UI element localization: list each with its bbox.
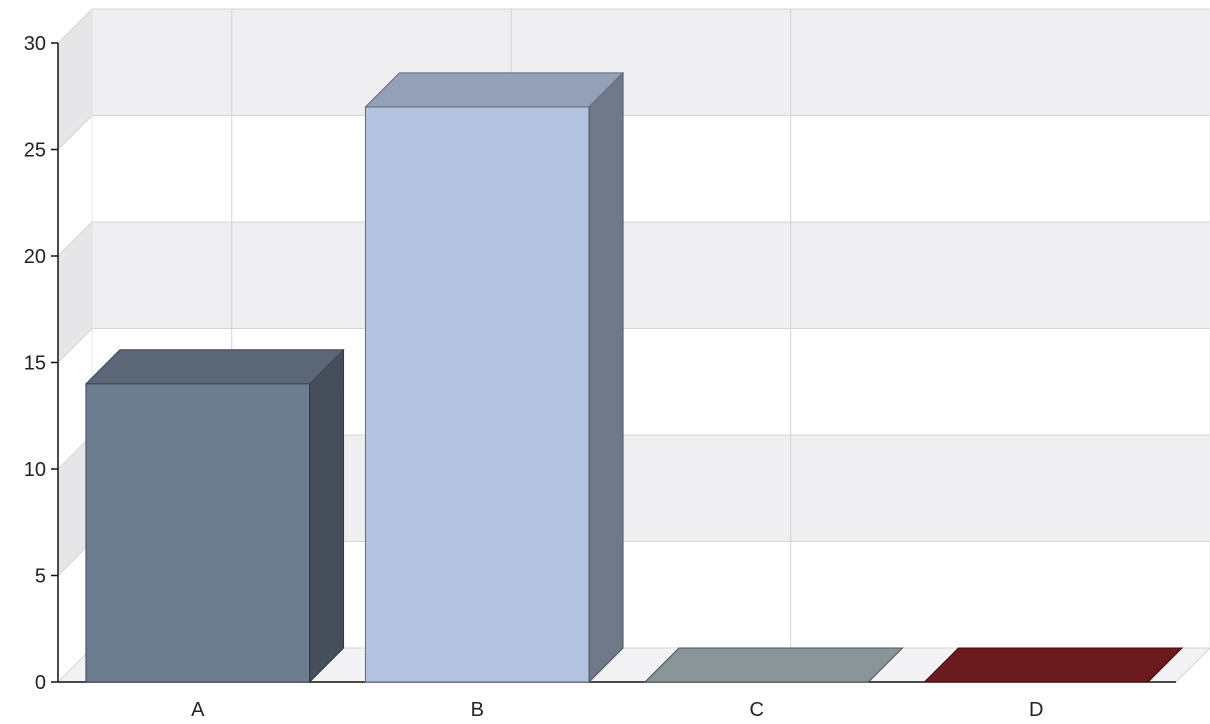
bar-side bbox=[309, 348, 345, 684]
side-wall-band bbox=[58, 222, 92, 363]
bar-top bbox=[364, 72, 625, 108]
gridline-side bbox=[57, 328, 93, 363]
x-tick-label: A bbox=[191, 699, 205, 721]
chart-tick-labels: 0 5 10 15 20 25 30 A B C D bbox=[24, 33, 1044, 721]
y-tick-label: 20 bbox=[24, 246, 46, 268]
back-wall-band bbox=[92, 9, 1210, 116]
gridline-side bbox=[57, 8, 93, 44]
side-wall-band bbox=[58, 435, 92, 576]
bar-side bbox=[588, 71, 624, 684]
side-wall-band bbox=[58, 9, 92, 150]
bar-top bbox=[84, 349, 345, 385]
y-tick-label: 25 bbox=[24, 140, 46, 162]
y-tick-label: 30 bbox=[24, 33, 46, 55]
gridline-side bbox=[57, 221, 93, 257]
bar-front bbox=[85, 383, 311, 683]
bar-c bbox=[643, 647, 904, 683]
bar-top bbox=[923, 647, 1184, 683]
y-tick-label: 15 bbox=[24, 353, 46, 375]
bar-b bbox=[364, 71, 625, 684]
y-tick-label: 0 bbox=[35, 672, 46, 694]
y-tick-label: 5 bbox=[35, 566, 46, 588]
x-tick-label: C bbox=[750, 699, 764, 721]
chart-background bbox=[56, 9, 1210, 683]
bar-a bbox=[84, 348, 345, 684]
back-wall-band bbox=[92, 222, 1210, 329]
bar-front bbox=[364, 106, 590, 683]
x-tick-label: B bbox=[471, 699, 484, 721]
chart-bars bbox=[84, 71, 1184, 684]
bar-top bbox=[643, 647, 904, 683]
x-tick-label: D bbox=[1029, 699, 1043, 721]
y-tick-label: 10 bbox=[24, 459, 46, 481]
gridline-side bbox=[57, 115, 93, 150]
bar-d bbox=[923, 647, 1184, 683]
